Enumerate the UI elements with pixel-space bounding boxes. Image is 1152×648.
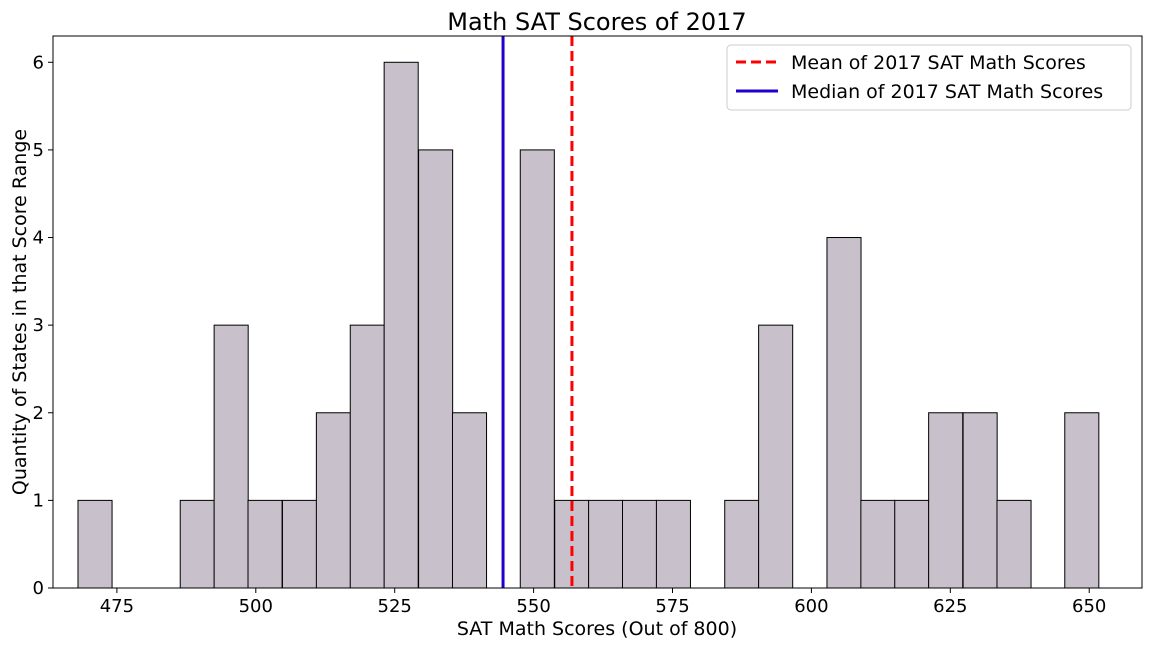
histogram-bar bbox=[383, 61, 419, 589]
histogram-bar bbox=[962, 412, 998, 589]
histogram-bar bbox=[588, 499, 624, 589]
histogram-bar bbox=[724, 499, 760, 589]
histogram-bar bbox=[622, 499, 658, 589]
histogram-bar bbox=[1064, 412, 1100, 589]
histogram-bar bbox=[213, 324, 249, 589]
chart-title: Math SAT Scores of 2017 bbox=[447, 8, 746, 36]
histogram-bar bbox=[519, 149, 555, 589]
y-tick-label: 1 bbox=[33, 490, 44, 511]
histogram-bar bbox=[826, 237, 862, 589]
histogram-bar bbox=[758, 324, 794, 589]
histogram-bar bbox=[996, 499, 1032, 589]
histogram-bar bbox=[894, 499, 930, 589]
y-tick-label: 0 bbox=[33, 578, 44, 599]
x-axis-ticks: 475 500 525 550 575 600 625 650 bbox=[100, 588, 1106, 617]
y-tick-label: 4 bbox=[33, 228, 44, 249]
x-tick-label: 525 bbox=[378, 596, 412, 617]
histogram-bar bbox=[928, 412, 964, 589]
histogram-bars bbox=[77, 61, 1100, 589]
y-axis-ticks: 0 1 2 3 4 5 6 bbox=[33, 52, 53, 599]
histogram-bar bbox=[247, 499, 283, 589]
x-axis-label: SAT Math Scores (Out of 800) bbox=[457, 618, 737, 640]
y-tick-label: 5 bbox=[33, 140, 44, 161]
y-tick-label: 2 bbox=[33, 403, 44, 424]
x-tick-label: 600 bbox=[794, 596, 828, 617]
x-tick-label: 475 bbox=[100, 596, 134, 617]
reference-lines bbox=[501, 36, 574, 588]
legend-box bbox=[726, 44, 1132, 111]
y-axis-label: Quantity of States in that Score Range bbox=[9, 129, 31, 495]
legend-mean-label: Mean of 2017 SAT Math Scores bbox=[791, 52, 1086, 74]
y-tick-label: 6 bbox=[33, 52, 44, 73]
histogram-bar bbox=[860, 499, 896, 589]
legend: Mean of 2017 SAT Math Scores Median of 2… bbox=[726, 44, 1132, 111]
histogram-bar bbox=[655, 499, 691, 589]
x-tick-label: 625 bbox=[933, 596, 967, 617]
histogram-bar bbox=[451, 412, 488, 589]
histogram-bar bbox=[418, 149, 454, 589]
y-tick-label: 3 bbox=[33, 315, 44, 336]
x-tick-label: 650 bbox=[1072, 596, 1106, 617]
x-tick-label: 575 bbox=[655, 596, 689, 617]
histogram-bar bbox=[315, 412, 351, 589]
histogram-bar bbox=[554, 499, 590, 589]
plot-frame bbox=[52, 35, 1143, 589]
histogram-bar bbox=[179, 499, 215, 589]
legend-median-label: Median of 2017 SAT Math Scores bbox=[791, 81, 1103, 103]
x-tick-label: 500 bbox=[239, 596, 273, 617]
histogram-bar bbox=[77, 499, 113, 589]
x-tick-label: 550 bbox=[516, 596, 550, 617]
histogram-bar bbox=[349, 324, 385, 589]
histogram-bar bbox=[281, 499, 318, 589]
